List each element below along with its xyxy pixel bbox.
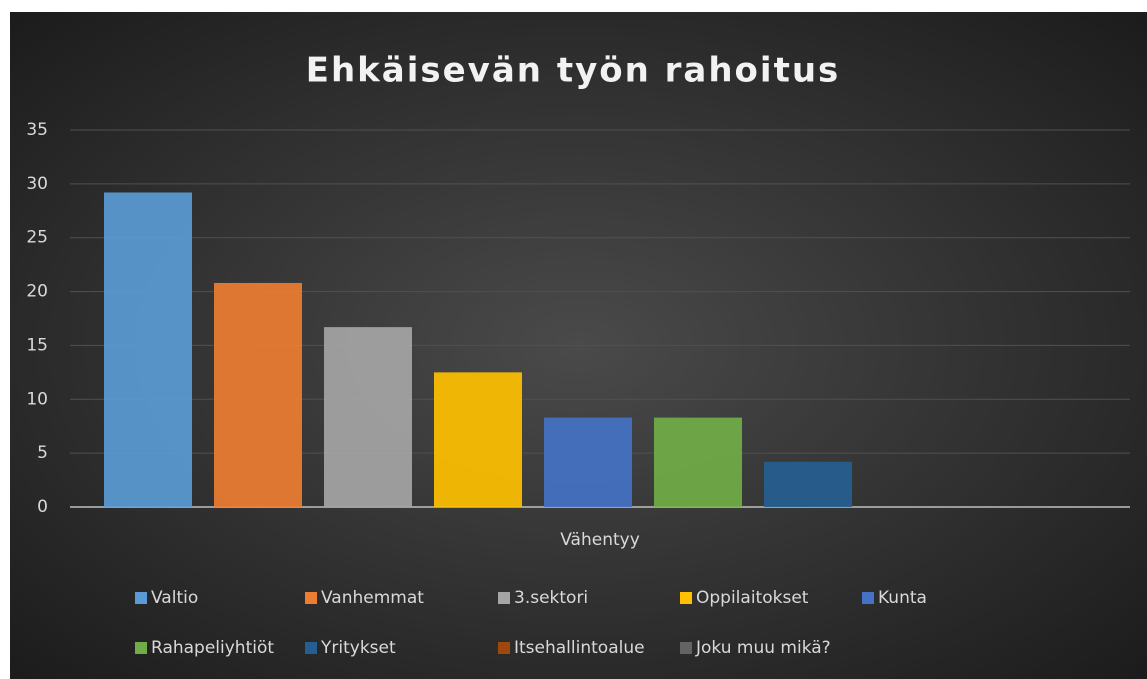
legend-swatch bbox=[305, 592, 317, 604]
y-tick-label: 25 bbox=[26, 228, 48, 248]
legend-label: Yritykset bbox=[320, 638, 396, 658]
y-tick-label: 10 bbox=[26, 389, 48, 409]
legend-swatch bbox=[305, 642, 317, 654]
legend-label: 3.sektori bbox=[514, 588, 588, 608]
legend-label: Itsehallintoalue bbox=[514, 638, 645, 658]
y-tick-label: 30 bbox=[26, 174, 48, 194]
legend-label: Oppilaitokset bbox=[696, 588, 809, 608]
legend-label: Vanhemmat bbox=[321, 588, 424, 608]
bar bbox=[654, 417, 742, 507]
x-tick-label: Vähentyy bbox=[560, 530, 640, 550]
legend-label: Valtio bbox=[151, 588, 198, 608]
legend-swatch bbox=[135, 592, 147, 604]
legend-label: Rahapeliyhtiöt bbox=[151, 638, 274, 658]
bar bbox=[544, 417, 632, 507]
bar bbox=[324, 327, 412, 507]
y-tick-label: 15 bbox=[26, 335, 48, 355]
y-tick-label: 0 bbox=[37, 497, 48, 517]
legend-swatch bbox=[498, 642, 510, 654]
y-tick-label: 20 bbox=[26, 282, 48, 302]
legend-swatch bbox=[680, 642, 692, 654]
legend-swatch bbox=[862, 592, 874, 604]
bar bbox=[104, 192, 192, 507]
chart-title: Ehkäisevän työn rahoitus bbox=[306, 51, 841, 91]
legend-swatch bbox=[498, 592, 510, 604]
legend-label: Joku muu mikä? bbox=[695, 638, 831, 658]
legend-label: Kunta bbox=[878, 588, 927, 608]
bar bbox=[214, 282, 302, 507]
bar bbox=[764, 461, 852, 507]
legend-swatch bbox=[680, 592, 692, 604]
bar bbox=[434, 372, 522, 507]
y-tick-label: 35 bbox=[26, 120, 48, 140]
y-tick-label: 5 bbox=[37, 443, 48, 463]
legend-swatch bbox=[135, 642, 147, 654]
